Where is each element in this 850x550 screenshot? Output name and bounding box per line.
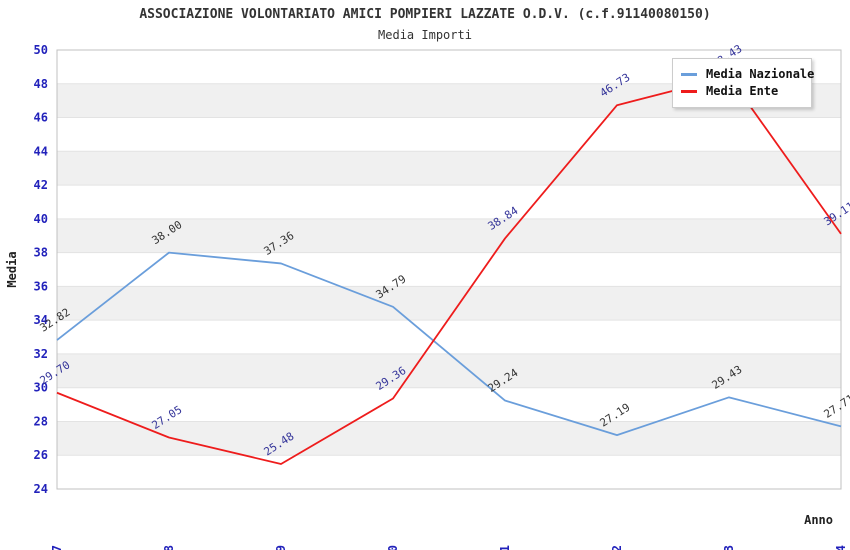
grid-band	[57, 286, 841, 321]
y-tick-label: 46	[34, 111, 48, 125]
x-tick-label: 2021	[498, 545, 512, 550]
chart-title: ASSOCIAZIONE VOLONTARIATO AMICI POMPIERI…	[139, 7, 711, 22]
legend-label: Media Nazionale	[706, 67, 815, 81]
x-tick-label: 2022	[610, 545, 624, 550]
y-tick-label: 44	[34, 144, 48, 158]
legend-item-media-nazionale: Media Nazionale	[681, 67, 814, 81]
y-tick-label: 28	[34, 414, 48, 428]
data-label: 27.71	[822, 392, 850, 421]
y-tick-label: 24	[34, 482, 48, 496]
y-tick-label: 38	[34, 246, 48, 260]
y-axis-title: Media	[5, 251, 19, 287]
y-tick-label: 32	[34, 347, 48, 361]
x-tick-label: 2017	[50, 545, 64, 550]
y-tick-label: 34	[34, 313, 48, 327]
legend-label: Media Ente	[706, 84, 779, 98]
y-tick-label: 36	[34, 279, 48, 293]
y-tick-label: 42	[34, 178, 48, 192]
y-tick-label: 40	[34, 212, 48, 226]
grid-band	[57, 151, 841, 186]
y-tick-label: 48	[34, 77, 48, 91]
x-tick-label: 2020	[386, 545, 400, 550]
y-tick-label: 30	[34, 381, 48, 395]
x-tick-label: 2018	[162, 545, 176, 550]
series-line-media-nazionale	[56, 251, 842, 437]
x-tick-label: 2019	[274, 545, 288, 550]
grid-band	[57, 421, 841, 456]
ente-line-swatch-icon	[681, 89, 697, 93]
x-axis-title: Anno	[804, 513, 833, 527]
nazionale-line-swatch-icon	[681, 72, 697, 76]
y-tick-label: 26	[34, 448, 48, 462]
plot-border	[56, 49, 842, 490]
chart-subtitle: Media Importi	[378, 28, 472, 42]
y-tick-label: 50	[34, 43, 48, 57]
legend-item-media-ente: Media Ente	[681, 84, 803, 98]
grid-band	[57, 353, 841, 388]
legend-box: Media Nazionale Media Ente	[672, 58, 814, 108]
x-tick-label: 2024	[834, 545, 848, 550]
grid-band	[57, 218, 841, 253]
x-tick-label: 2023	[722, 545, 736, 550]
